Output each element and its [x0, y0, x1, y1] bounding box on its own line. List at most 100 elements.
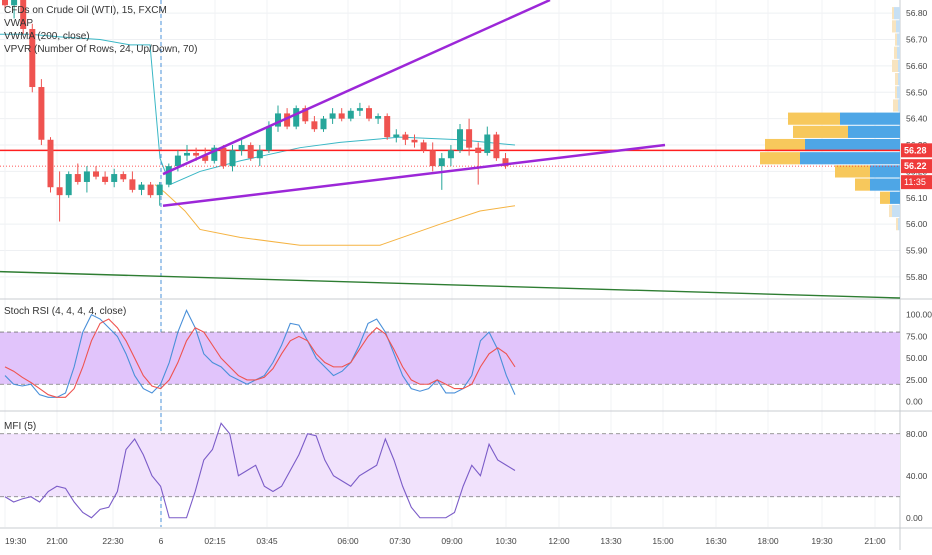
vpvr-bar-down — [870, 165, 900, 178]
countdown-badge: 11:35 — [904, 177, 926, 187]
candle-body — [184, 152, 190, 156]
candle-body — [174, 155, 181, 167]
vpvr-bar-up — [793, 125, 848, 138]
level-price-badge: 56.28 — [904, 145, 927, 155]
candle-body — [475, 147, 482, 153]
vpvr-bar-down — [898, 99, 900, 112]
candle-body — [302, 108, 309, 122]
candle-body — [56, 187, 63, 196]
stoch-tick-label: 25.00 — [906, 375, 928, 385]
vpvr-bar-up — [835, 165, 870, 178]
time-tick-label: 12:00 — [548, 536, 570, 546]
mfi-tick-label: 0.00 — [906, 513, 923, 523]
mfi-tick-label: 40.00 — [906, 471, 928, 481]
vpvr-bar-down — [897, 33, 900, 46]
channel-lower-line — [162, 143, 666, 207]
candle-body — [484, 134, 491, 153]
price-tick-label: 56.40 — [906, 114, 928, 124]
vpvr-bar-down — [897, 46, 900, 59]
vpvr-bar-up — [896, 218, 898, 231]
stoch-tick-label: 75.00 — [906, 331, 928, 341]
vpvr-bar-down — [890, 191, 900, 204]
vwap-line — [154, 184, 516, 246]
vwma-legend[interactable]: VWMA (200, close) — [4, 31, 90, 42]
mfi-band-fill — [0, 433, 900, 497]
stoch-tick-label: 100.00 — [906, 310, 932, 320]
candle-body — [256, 150, 263, 159]
vpvr-bar-up — [788, 112, 840, 125]
candle-body — [347, 110, 354, 119]
price-tick-label: 56.70 — [906, 35, 928, 45]
candle-body — [211, 147, 218, 161]
stoch-band-fill — [0, 332, 900, 385]
stoch-series-d — [4, 318, 516, 398]
candle-body — [29, 29, 36, 88]
candle-body — [120, 174, 127, 180]
stoch-tick-label: 0.00 — [906, 397, 923, 407]
candle-body — [356, 108, 363, 111]
vpvr-bar-up — [892, 7, 894, 20]
last-price-badge-bg — [901, 159, 932, 174]
time-tick-label: 19:30 — [5, 536, 27, 546]
vpvr-legend[interactable]: VPVR (Number Of Rows, 24, Up/Down, 70) — [4, 44, 198, 55]
stoch-tick-label: 50.00 — [906, 353, 928, 363]
vpvr-bar-up — [893, 99, 898, 112]
time-tick-label: 19:30 — [811, 536, 833, 546]
candle-body — [366, 108, 372, 119]
vwma-line — [0, 33, 516, 186]
candle-body — [293, 108, 300, 127]
vpvr-bar-up — [889, 204, 892, 218]
mfi-legend: MFI (5) — [4, 420, 36, 433]
time-tick-label: 22:30 — [102, 536, 124, 546]
vpvr-bar-down — [800, 152, 900, 165]
candle-body — [193, 152, 200, 156]
candle-body — [429, 150, 436, 167]
vpvr-bar-down — [897, 86, 900, 99]
candle-body — [65, 174, 72, 196]
candle-body — [375, 116, 382, 119]
countdown-badge-bg — [901, 175, 932, 190]
main-legend: CFDs on Crude Oil (WTI), 15, FXCM VWAP V… — [4, 4, 197, 56]
candle-body — [338, 113, 345, 119]
vpvr-bar-up — [855, 178, 870, 191]
time-tick-label: 21:00 — [46, 536, 68, 546]
mfi-title[interactable]: MFI (5) — [4, 421, 37, 432]
candle-body — [466, 129, 473, 148]
stoch-title[interactable]: Stoch RSI (4, 4, 4, 4, close) — [4, 306, 127, 317]
time-tick-label: 03:45 — [256, 536, 278, 546]
vpvr-bar-up — [892, 59, 898, 73]
vpvr-bar-up — [760, 152, 800, 165]
vpvr-bar-down — [848, 125, 900, 138]
candle-body — [247, 145, 254, 159]
candle-body — [238, 145, 245, 151]
symbol-title[interactable]: CFDs on Crude Oil (WTI), 15, FXCM — [4, 5, 167, 16]
vpvr-bar-down — [870, 178, 900, 191]
candle-body — [402, 134, 409, 140]
candle-body — [102, 176, 109, 182]
vpvr-bar-down — [898, 73, 900, 86]
vpvr-bar-up — [895, 73, 898, 86]
level-price-badge-bg — [901, 143, 932, 158]
vpvr-bar-up — [894, 46, 897, 59]
stoch-legend: Stoch RSI (4, 4, 4, 4, close) — [4, 305, 126, 318]
candle-body — [320, 118, 327, 130]
vpvr-bar-up — [880, 191, 890, 204]
last-price-badge: 56.22 — [904, 161, 927, 171]
candle-body — [265, 126, 272, 151]
time-tick-label: 07:30 — [389, 536, 411, 546]
candle-body — [502, 158, 509, 167]
candle-body — [493, 134, 500, 159]
price-tick-label: 56.80 — [906, 8, 928, 18]
candle-body — [447, 150, 454, 159]
time-tick-label: 16:30 — [705, 536, 727, 546]
vpvr-bar-up — [895, 86, 897, 99]
candle-body — [411, 139, 418, 143]
mfi-tick-label: 80.00 — [906, 429, 928, 439]
vwap-legend[interactable]: VWAP — [4, 18, 34, 29]
green-trendline — [0, 270, 901, 299]
vpvr-bar-up — [892, 20, 896, 33]
time-tick-label: 18:00 — [757, 536, 779, 546]
candle-body — [47, 139, 54, 188]
